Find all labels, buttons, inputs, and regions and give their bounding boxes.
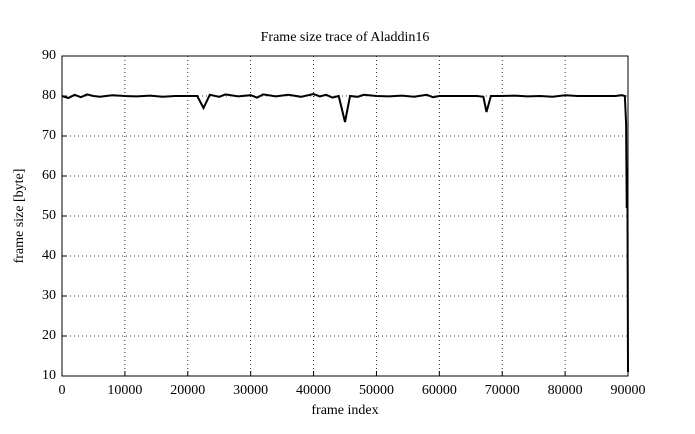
y-tick-label: 90 (42, 48, 56, 63)
y-tick-label: 50 (42, 208, 56, 223)
y-tick-label: 20 (42, 328, 56, 343)
x-tick-label: 40000 (296, 383, 331, 398)
y-tick-label: 30 (42, 288, 56, 303)
x-tick-label: 30000 (233, 383, 268, 398)
y-tick-label: 60 (42, 168, 56, 183)
data-line (61, 92, 629, 373)
x-tick-label: 20000 (170, 383, 205, 398)
x-tick-label: 80000 (548, 383, 583, 398)
x-tick-label: 60000 (422, 383, 457, 398)
y-axis-label: frame size [byte] (12, 169, 27, 264)
chart-title: Frame size trace of Aladdin16 (261, 30, 430, 45)
x-tick-label: 70000 (485, 383, 520, 398)
x-tick-label: 50000 (359, 383, 394, 398)
x-tick-label: 0 (59, 383, 66, 398)
x-tick-label: 90000 (611, 383, 646, 398)
y-tick-label: 10 (42, 368, 56, 383)
x-tick-label: 10000 (107, 383, 142, 398)
y-tick-label: 40 (42, 248, 56, 263)
x-axis-label: frame index (311, 403, 378, 418)
y-tick-label: 80 (42, 88, 56, 103)
y-tick-label: 70 (42, 128, 56, 143)
